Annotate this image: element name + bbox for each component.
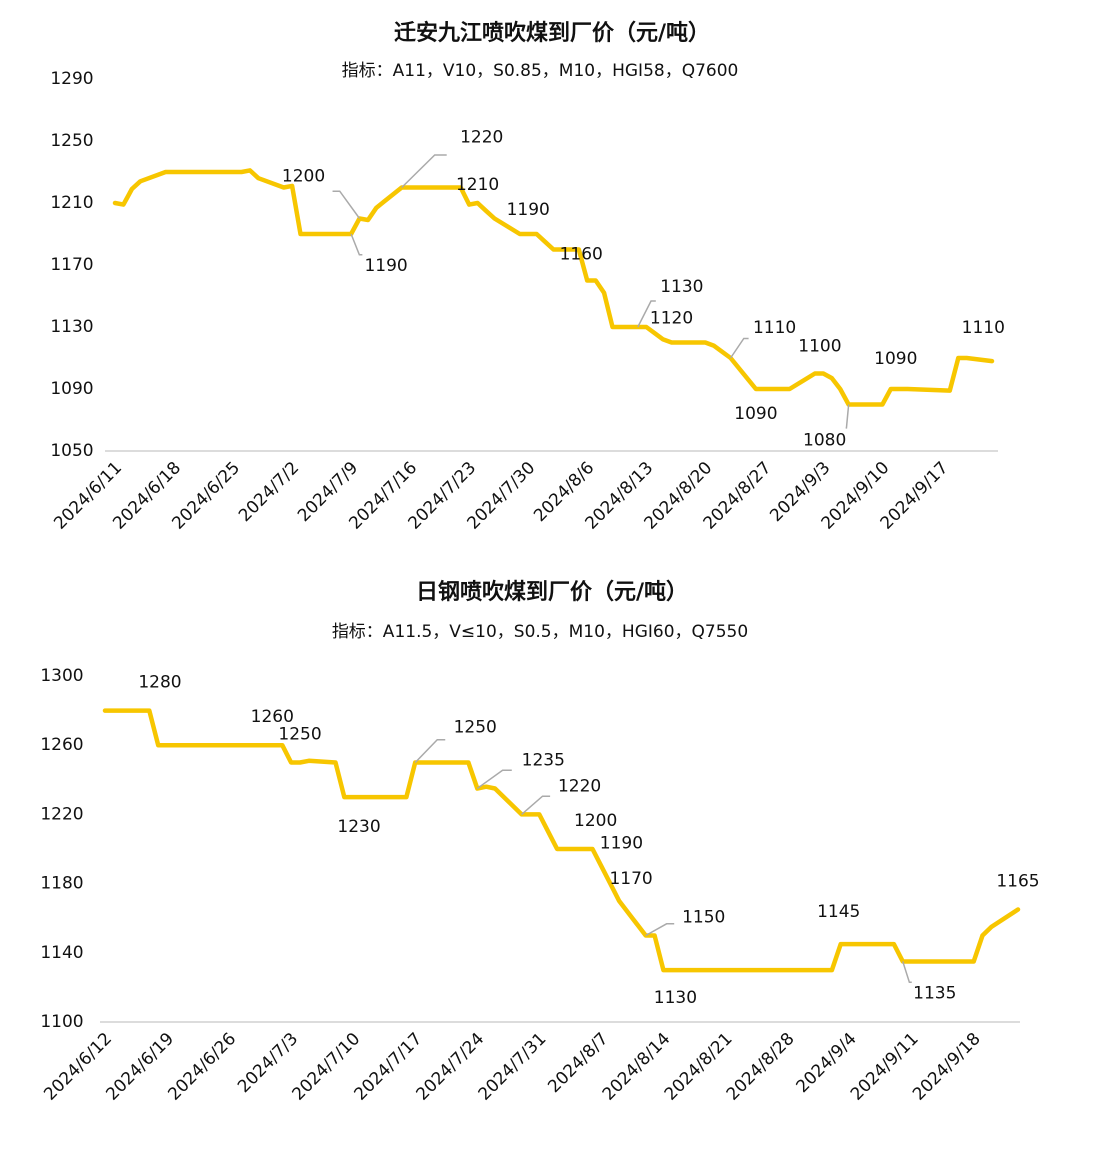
data-label: 1200 <box>574 811 617 831</box>
data-label: 1090 <box>874 349 917 369</box>
data-label: 1110 <box>753 318 796 338</box>
leader-line <box>401 154 447 189</box>
x-tick-label: 2024/6/26 <box>164 1029 240 1105</box>
data-label: 1120 <box>650 309 693 329</box>
data-label: 1260 <box>251 707 294 727</box>
x-tick-label: 2024/8/28 <box>723 1029 799 1105</box>
y-tick-label: 1050 <box>50 441 93 461</box>
data-label: 1280 <box>138 673 181 693</box>
data-label: 1160 <box>560 245 603 265</box>
data-label: 1190 <box>364 256 407 276</box>
data-label: 1220 <box>558 776 601 796</box>
y-tick-label: 1100 <box>40 1012 83 1032</box>
y-tick-label: 1300 <box>40 666 83 686</box>
data-label: 1150 <box>682 908 725 928</box>
data-label: 1190 <box>507 200 550 220</box>
data-label: 1130 <box>660 277 703 297</box>
data-label: 1100 <box>798 337 841 357</box>
leader-line <box>902 961 912 983</box>
data-label: 1080 <box>803 431 846 451</box>
y-tick-label: 1290 <box>50 69 93 89</box>
leader-line <box>350 233 363 256</box>
data-label: 1090 <box>734 404 777 424</box>
data-label: 1170 <box>609 869 652 889</box>
y-tick-label: 1210 <box>50 193 93 213</box>
x-tick-label: 2024/7/31 <box>475 1029 551 1105</box>
leader-line <box>845 404 850 429</box>
line-series <box>112 168 995 407</box>
y-tick-label: 1130 <box>50 317 93 337</box>
leader-line <box>476 769 512 790</box>
data-label: 1130 <box>654 988 697 1008</box>
y-tick-label: 1220 <box>40 804 83 824</box>
data-label: 1190 <box>600 833 643 853</box>
data-label: 1210 <box>456 175 499 195</box>
chart-title: 日钢喷吹煤到厂价（元/吨） <box>416 579 688 605</box>
chart-subtitle: 指标：A11.5，V≤10，S0.5，M10，HGI60，Q7550 <box>332 622 748 642</box>
data-label: 1220 <box>460 128 503 148</box>
x-tick-label: 2024/7/2 <box>235 458 303 526</box>
leader-line <box>637 300 656 328</box>
leader-line <box>729 337 749 359</box>
y-tick-label: 1140 <box>40 943 83 963</box>
data-label: 1165 <box>996 872 1039 892</box>
data-label: 1250 <box>278 725 321 745</box>
leader-line <box>521 795 551 815</box>
data-label: 1235 <box>522 750 565 770</box>
leader-line <box>332 190 361 219</box>
y-tick-label: 1170 <box>50 255 93 275</box>
line-series <box>102 708 1021 973</box>
chart-subtitle: 指标：A11，V10，S0.85，M10，HGI58，Q7600 <box>342 61 739 81</box>
y-tick-label: 1180 <box>40 874 83 894</box>
data-label: 1145 <box>817 902 860 922</box>
leader-line <box>414 739 446 764</box>
chart-title: 迁安九江喷吹煤到厂价（元/吨） <box>394 20 710 46</box>
data-label: 1250 <box>454 718 497 738</box>
data-label: 1135 <box>913 983 956 1003</box>
x-tick-label: 2024/9/18 <box>909 1029 985 1105</box>
y-tick-label: 1260 <box>40 735 83 755</box>
data-label: 1230 <box>337 817 380 837</box>
y-tick-label: 1090 <box>50 379 93 399</box>
leader-line <box>645 923 675 937</box>
y-tick-label: 1250 <box>50 131 93 151</box>
data-label: 1110 <box>962 318 1005 338</box>
data-label: 1200 <box>282 167 325 187</box>
